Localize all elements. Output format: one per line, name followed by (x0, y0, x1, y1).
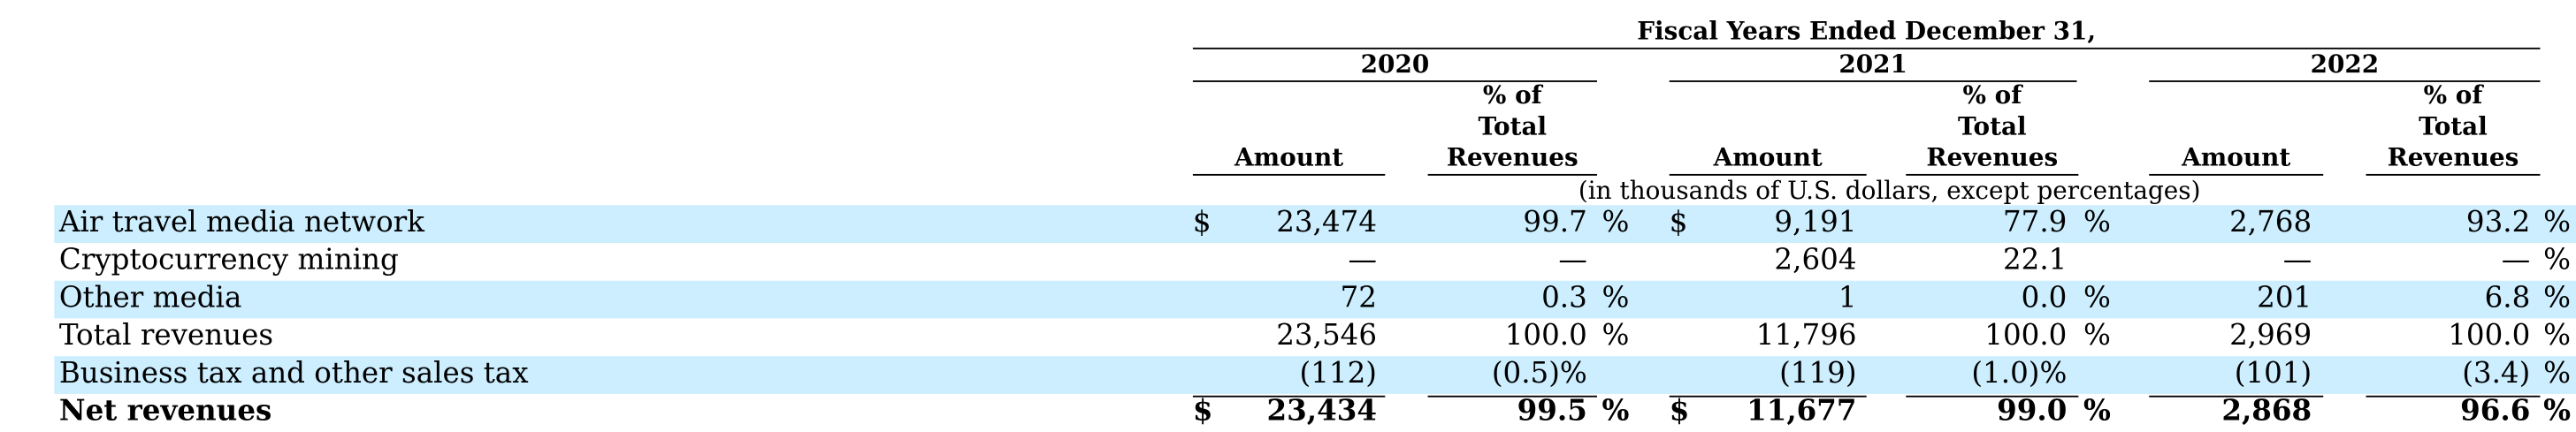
year-underline-2021 (1669, 80, 2077, 82)
pct-cell-2021: 99.0 (1997, 395, 2068, 428)
pct-cell-2020: 0.3 (1541, 282, 1587, 315)
year-header-2020: 2020 (1360, 49, 1430, 80)
subtotal-rule-amount-2022 (2149, 395, 2324, 398)
dollar-sign: $ (1192, 207, 1212, 240)
amount-cell-2022: — (2282, 244, 2312, 278)
amount-cell-2021: 11,796 (1755, 320, 1857, 353)
pct-header-line3-2022: Revenues (2387, 142, 2519, 173)
pct-suffix: % (2083, 320, 2111, 353)
pct-cell-2022: 93.2 (2465, 207, 2531, 240)
amount-cell-2020: 72 (1340, 282, 1378, 315)
subtotal-rule-pct-2020 (1427, 395, 1597, 398)
row-label: Total revenues (58, 320, 274, 353)
amount-header-2020: Amount (1234, 142, 1344, 173)
pct-header-line3-2021: Revenues (1926, 142, 2059, 173)
pct-cell-2022: — (2501, 244, 2531, 278)
pct-cell-2020: 100.0 (1504, 320, 1587, 353)
pct-cell-2022: 96.6 (2460, 395, 2531, 428)
row-label: Business tax and other sales tax (58, 358, 529, 391)
amount-cell-2020: (112) (1299, 358, 1378, 391)
amount-cell-2021: (119) (1779, 358, 1857, 391)
dollar-sign: $ (1669, 395, 1690, 428)
pct-header-line1-2022: % of (2423, 80, 2483, 110)
amount-cell-2020: 23,546 (1276, 320, 1378, 353)
pct-underline-2021 (1906, 173, 2079, 176)
year-header-2021: 2021 (1838, 49, 1907, 80)
pct-header-line2-2021: Total (1957, 111, 2027, 141)
pct-underline-2020 (1427, 173, 1597, 176)
year-underline-2020 (1192, 80, 1597, 82)
units-note: (in thousands of U.S. dollars, except pe… (1578, 175, 2201, 206)
row-label: Other media (58, 282, 242, 315)
pct-cell-2022: (3.4) (2462, 358, 2531, 391)
pct-suffix: % (2543, 282, 2572, 315)
pct-suffix: % (2543, 207, 2572, 240)
pct-suffix: % (2543, 320, 2572, 353)
pct-cell-2021: 22.1 (2002, 244, 2068, 278)
pct-cell-2022: 6.8 (2484, 282, 2531, 315)
table-title: Fiscal Years Ended December 31, (1637, 16, 2097, 47)
subtotal-rule-pct-2021 (1906, 395, 2079, 398)
subtotal-rule-amount-2021 (1669, 395, 1867, 398)
pct-cell-2022: 100.0 (2448, 320, 2531, 353)
pct-suffix: % (2543, 395, 2572, 428)
amount-underline-2020 (1192, 173, 1386, 176)
pct-cell-2021: 100.0 (1984, 320, 2068, 353)
year-underline-2022 (2149, 80, 2541, 82)
subtotal-rule-amount-2020 (1192, 395, 1386, 398)
row-shading (54, 280, 2576, 319)
amount-cell-2021: 9,191 (1774, 207, 1857, 240)
amount-cell-2022: 2,768 (2229, 207, 2312, 240)
amount-underline-2022 (2149, 173, 2324, 176)
amount-cell-2020: 23,474 (1276, 207, 1378, 240)
pct-header-line2-2022: Total (2419, 111, 2488, 141)
pct-header-line1-2021: % of (1962, 80, 2022, 110)
pct-cell-2020: 99.7 (1523, 207, 1587, 240)
pct-cell-2021: (1.0)% (1971, 358, 2068, 391)
row-label: Net revenues (58, 395, 272, 428)
amount-cell-2022: 2,969 (2229, 320, 2312, 353)
row-label: Air travel media network (58, 207, 424, 240)
pct-suffix: % (1601, 282, 1630, 315)
pct-cell-2020: 99.5 (1517, 395, 1587, 428)
pct-header-line2-2020: Total (1478, 111, 1548, 141)
pct-suffix: % (1601, 395, 1630, 428)
subtotal-rule-pct-2022 (2366, 395, 2541, 398)
amount-cell-2022: 201 (2257, 282, 2312, 315)
pct-suffix: % (2543, 244, 2572, 278)
amount-cell-2020: 23,434 (1266, 395, 1378, 428)
amount-underline-2021 (1669, 173, 1867, 176)
amount-cell-2020: — (1348, 244, 1378, 278)
pct-suffix: % (2083, 395, 2111, 428)
amount-cell-2022: (101) (2234, 358, 2312, 391)
amount-header-2021: Amount (1713, 142, 1823, 173)
pct-cell-2021: 77.9 (2002, 207, 2068, 240)
amount-cell-2021: 1 (1838, 282, 1857, 315)
pct-cell-2020: (0.5)% (1491, 358, 1587, 391)
dollar-sign: $ (1192, 395, 1213, 428)
title-underline (1192, 47, 2541, 49)
pct-header-line3-2020: Revenues (1446, 142, 1578, 173)
amount-cell-2021: 11,677 (1747, 395, 1857, 428)
dollar-sign: $ (1669, 207, 1688, 240)
pct-suffix: % (2543, 358, 2572, 391)
pct-header-line1-2020: % of (1482, 80, 1542, 110)
amount-cell-2021: 2,604 (1774, 244, 1857, 278)
pct-cell-2020: — (1558, 244, 1587, 278)
pct-suffix: % (2083, 282, 2111, 315)
pct-underline-2022 (2366, 173, 2541, 176)
row-shading (54, 205, 2576, 243)
pct-suffix: % (1601, 320, 1630, 353)
pct-cell-2021: 0.0 (2021, 282, 2068, 315)
amount-header-2022: Amount (2182, 142, 2291, 173)
row-shading (54, 356, 2576, 394)
pct-suffix: % (2083, 207, 2111, 240)
row-label: Cryptocurrency mining (58, 244, 399, 278)
year-header-2022: 2022 (2310, 49, 2380, 80)
pct-suffix: % (1601, 207, 1630, 240)
amount-cell-2022: 2,868 (2221, 395, 2312, 428)
